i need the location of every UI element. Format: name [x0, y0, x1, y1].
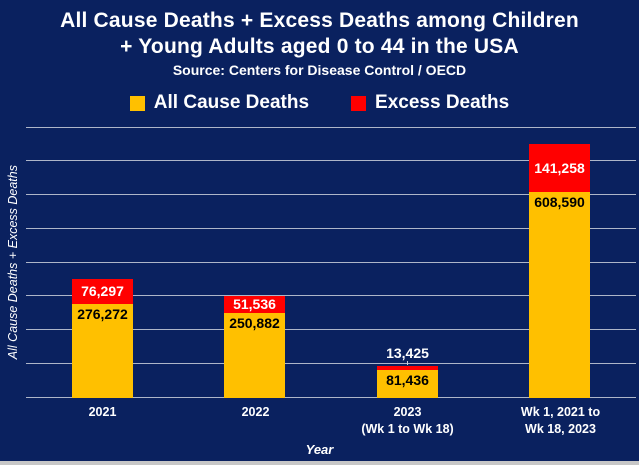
bar-2-all-cause-deaths-value-label: 81,436 [386, 372, 429, 389]
x-tick-2021: 2021 [26, 404, 179, 421]
bar-2-label-leader-line [407, 360, 408, 365]
bar-1-all-cause-deaths-value-label: 250,882 [229, 315, 280, 331]
gridline-700000 [26, 160, 636, 161]
chart-subtitle: Source: Centers for Disease Control / OE… [172, 62, 467, 78]
gridline-200000 [26, 329, 636, 330]
bar-1-excess-deaths-segment [224, 295, 285, 313]
legend-swatch-excess-deaths-icon [351, 95, 367, 111]
bar-0-excess-deaths-segment [72, 278, 133, 305]
chart-title-line1: All Cause Deaths + Excess Deaths among C… [60, 9, 579, 32]
x-tick-line: (Wk 1 to Wk 18) [361, 422, 454, 436]
plot-area: 276,272 76,297 250,882 51,536 81,436 13,425 60… [26, 127, 636, 398]
bar-3-all-cause-deaths-value-label: 608,590 [534, 193, 585, 210]
bar-3-excess-deaths-segment [529, 143, 590, 192]
x-axis-label: Year [305, 442, 334, 457]
legend-label-all-cause-deaths: All Cause Deaths [153, 92, 310, 113]
gridline-400000 [26, 262, 636, 263]
legend: All Cause Deaths Excess Deaths [0, 90, 639, 116]
gridline-600000 [26, 194, 636, 195]
bar-3-all-cause-deaths-segment [529, 191, 590, 398]
x-tick-line: 2021 [88, 405, 117, 419]
x-tick-line: Wk 18, 2023 [525, 422, 596, 436]
bar-0-all-cause-deaths-segment [72, 304, 133, 398]
x-axis-ticks: 2021 2022 2023 (Wk 1 to Wk 18) Wk 1, 2021 to… [26, 404, 636, 440]
bar-3-excess-deaths-value-label: 141,258 [534, 159, 585, 176]
x-tick-line: Wk 1, 2021 to [520, 405, 601, 419]
legend-item-all-cause-deaths: All Cause Deaths [129, 92, 310, 114]
bar-1-excess-deaths-value-label: 51,536 [233, 296, 276, 313]
legend-swatch-all-cause-deaths-icon [129, 95, 145, 111]
legend-item-excess-deaths: Excess Deaths [351, 92, 509, 114]
gridline-800000 [26, 127, 636, 128]
bar-2-excess-deaths-segment [377, 365, 438, 371]
bar-2-all-cause-deaths-segment [377, 370, 438, 398]
y-axis-label-wrap: All Cause Deaths + Excess Deaths [0, 127, 26, 398]
y-axis-label: All Cause Deaths + Excess Deaths [6, 165, 20, 360]
x-tick-2023-wk-1-to-wk-18-: 2023 (Wk 1 to Wk 18) [331, 404, 484, 438]
bar-0-excess-deaths-value-label: 76,297 [81, 283, 124, 300]
x-tick-2022: 2022 [179, 404, 332, 421]
gridline-100000 [26, 363, 636, 364]
bottom-strip [0, 461, 639, 465]
gridline-300000 [26, 295, 636, 296]
gridline-0 [26, 397, 636, 398]
x-tick-line: 2022 [241, 405, 270, 419]
gridline-500000 [26, 228, 636, 229]
bar-2-excess-deaths-value-label: 13,425 [386, 345, 429, 362]
chart-title-line2: + Young Adults aged 0 to 44 in the USA [120, 35, 519, 58]
x-tick-wk-1-2021-to-wk-18-2023: Wk 1, 2021 to Wk 18, 2023 [484, 404, 637, 438]
bar-0-all-cause-deaths-value-label: 276,272 [77, 306, 128, 323]
x-tick-line: 2023 [393, 405, 422, 419]
bar-1-all-cause-deaths-segment [224, 313, 285, 398]
legend-label-excess-deaths: Excess Deaths [375, 92, 510, 113]
